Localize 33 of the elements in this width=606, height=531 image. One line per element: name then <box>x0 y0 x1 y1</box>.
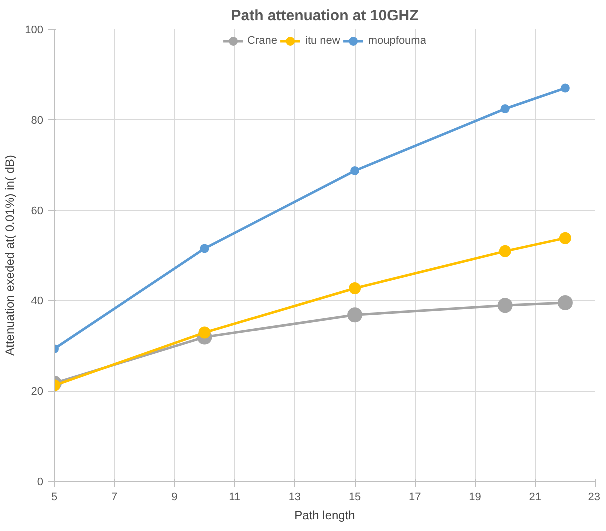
y-tick-label: 80 <box>31 114 44 127</box>
chart-title: Path attenuation at 10GHZ <box>231 8 419 24</box>
x-axis-title: Path length <box>294 508 356 522</box>
point <box>498 298 513 314</box>
y-tick-label: 60 <box>31 205 44 218</box>
x-tick-label: 9 <box>172 492 178 504</box>
point <box>348 308 363 323</box>
x-tick-label: 19 <box>469 492 482 504</box>
point <box>558 295 573 310</box>
point <box>560 84 570 93</box>
point <box>349 282 362 294</box>
y-tick-label: 40 <box>31 296 44 308</box>
legend-label: moupfouma <box>368 35 426 47</box>
point <box>200 244 210 254</box>
y-tick-label: 0 <box>37 476 44 488</box>
y-tick-label: 100 <box>25 24 44 36</box>
x-tick-label: 15 <box>348 492 362 504</box>
y-tick-label: 20 <box>31 386 44 398</box>
x-tick-label: 21 <box>529 492 542 504</box>
legend-label: itu new <box>306 35 340 47</box>
y-axis-title: Attenuation exeded at( 0.01%) in( dB) <box>3 155 18 356</box>
x-tick-label: 17 <box>409 492 422 504</box>
legend-label: Crane <box>248 35 278 47</box>
point <box>500 104 510 114</box>
point <box>350 166 360 176</box>
x-tick-label: 5 <box>51 492 58 504</box>
point <box>198 326 211 339</box>
x-tick-label: 23 <box>588 492 601 504</box>
x-tick-label: 13 <box>288 492 302 504</box>
point <box>499 245 512 258</box>
point <box>559 232 572 244</box>
x-tick-label: 11 <box>229 492 241 504</box>
x-tick-label: 7 <box>112 492 118 504</box>
